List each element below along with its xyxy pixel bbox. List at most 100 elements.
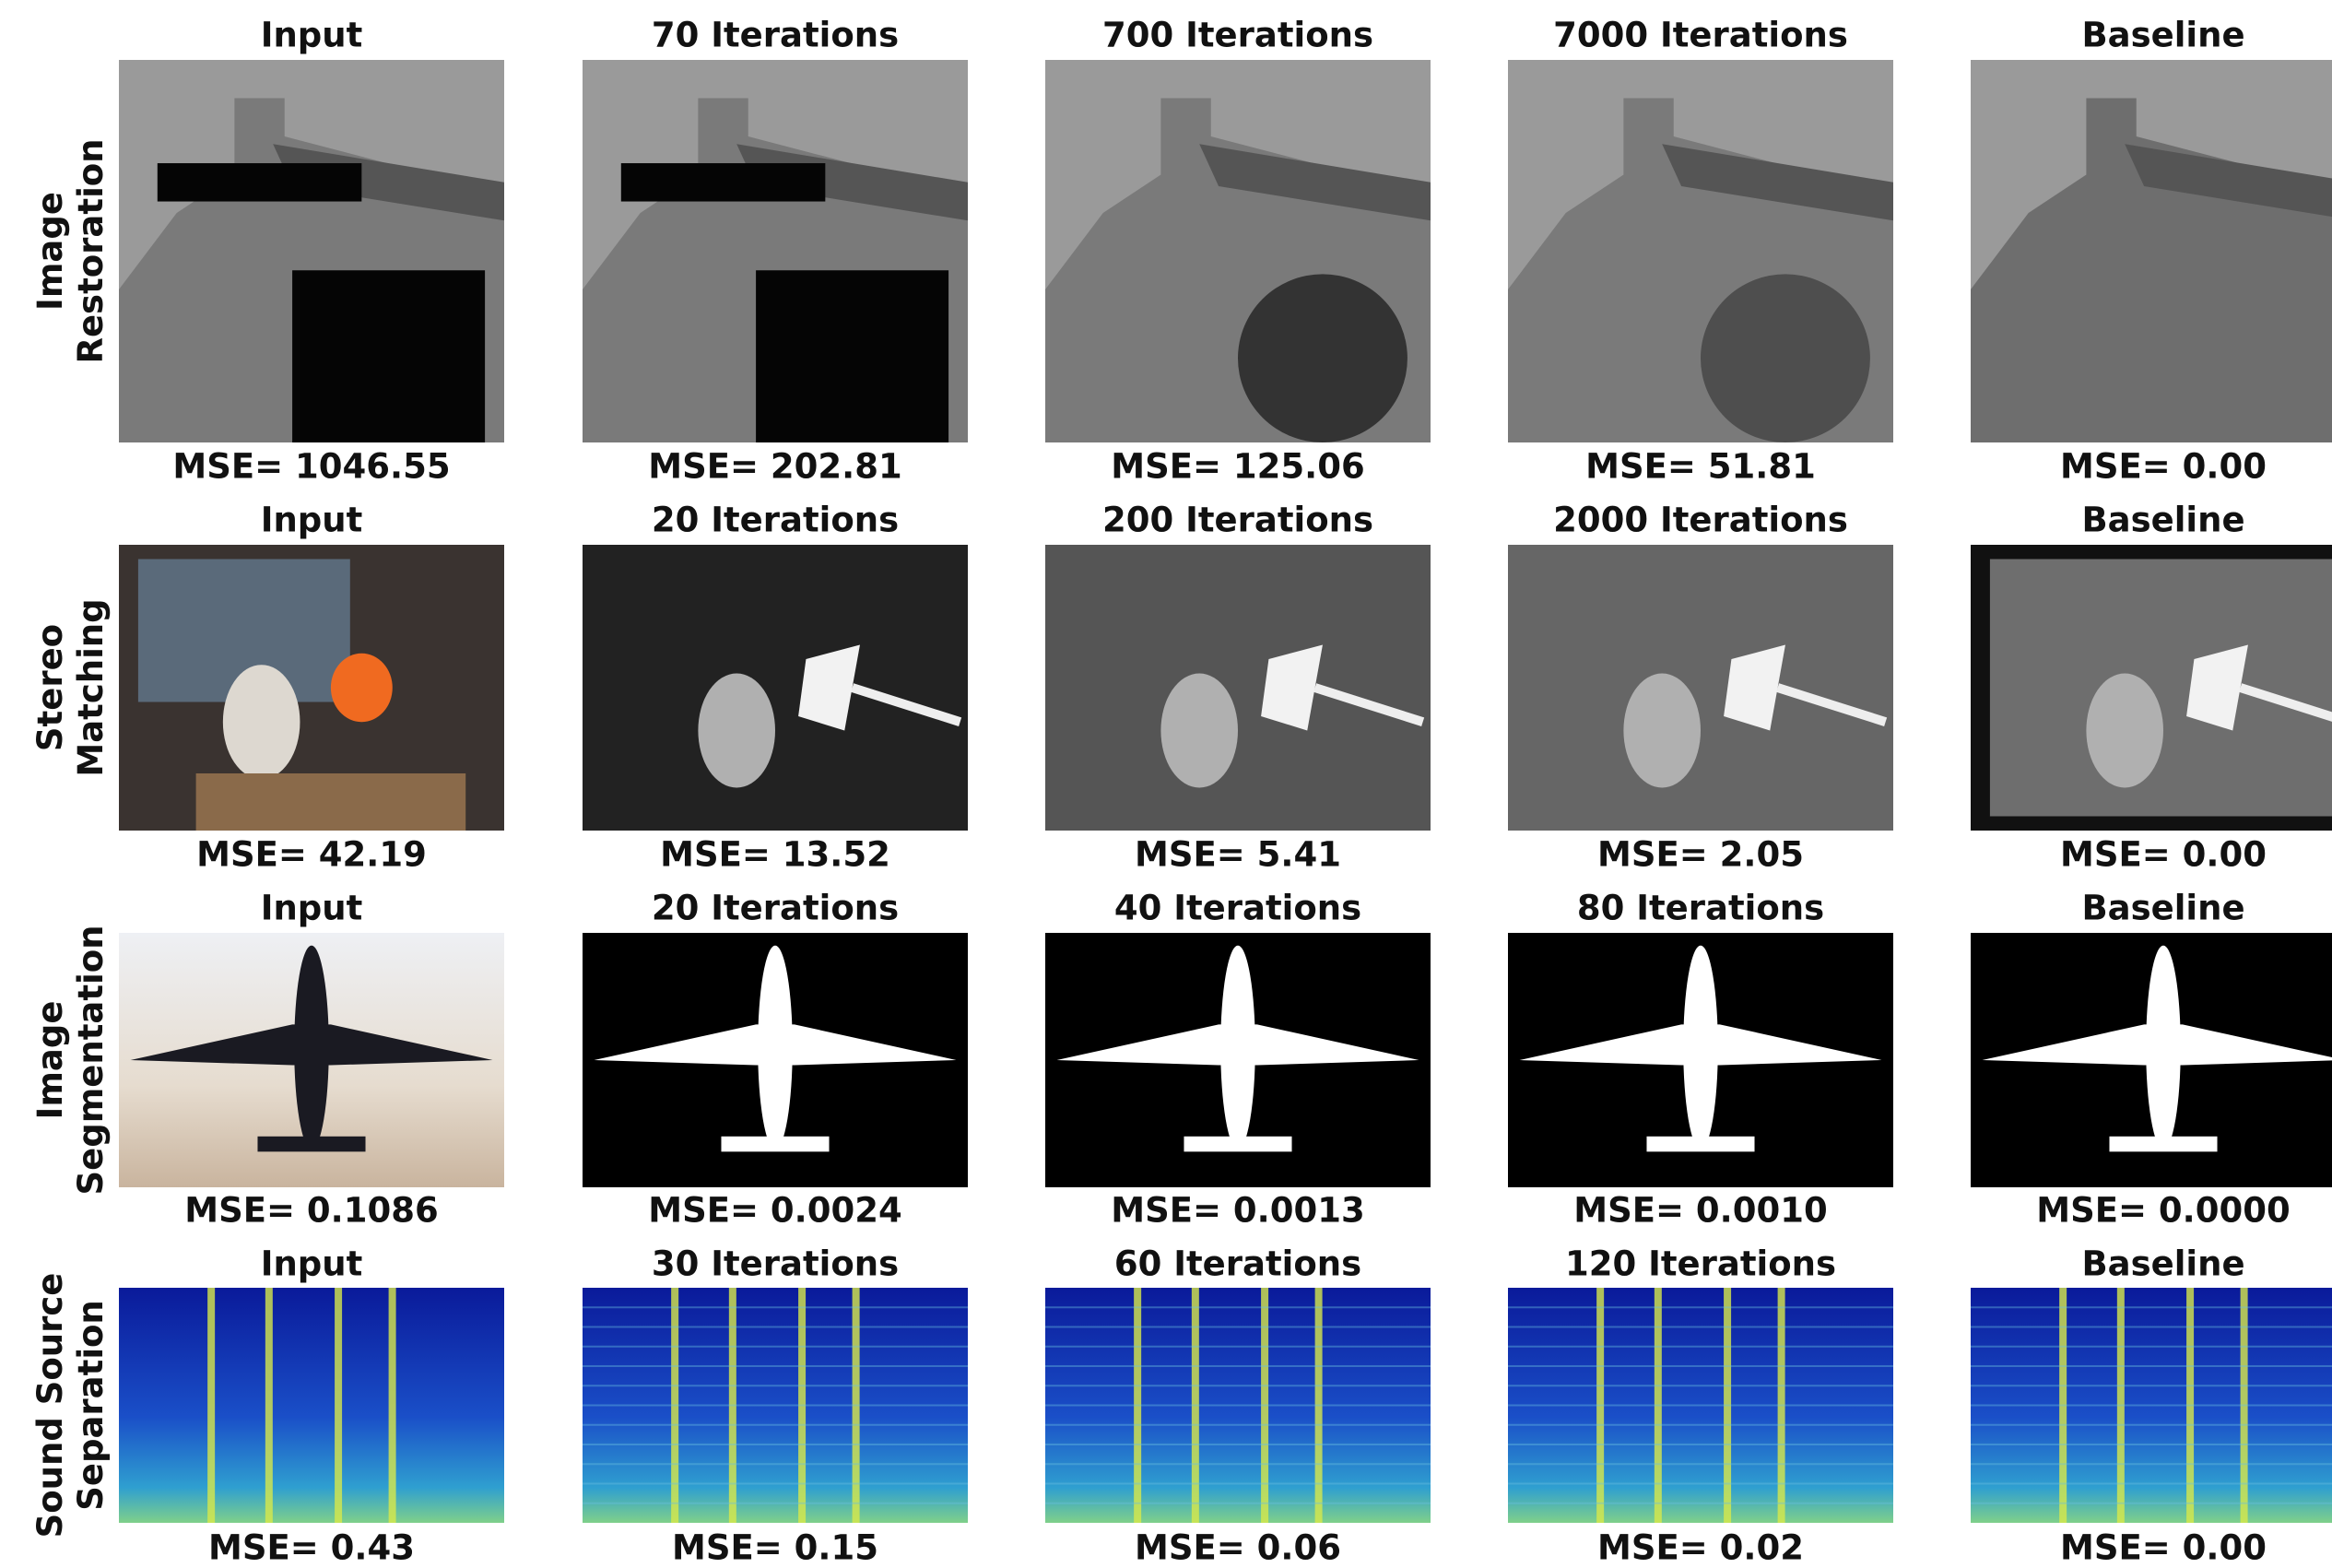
panel-caption: MSE= 125.06 — [1111, 447, 1364, 487]
panel-title: 20 Iterations — [652, 501, 899, 540]
panel-caption: MSE= 0.0000 — [2036, 1191, 2290, 1231]
panel-title: Input — [261, 16, 363, 55]
panel-title: 700 Iterations — [1102, 16, 1373, 55]
blur — [1238, 274, 1407, 442]
row-label-line: Segmentation — [71, 925, 111, 1195]
panel-caption: MSE= 0.15 — [672, 1528, 878, 1568]
panel-image — [119, 545, 504, 831]
table — [196, 773, 466, 831]
harmonic — [265, 1288, 273, 1523]
row-label-line: Sound Source — [30, 1273, 70, 1539]
row-label: Sound SourceSeparation — [30, 1273, 111, 1539]
blur — [1701, 274, 1870, 442]
panel-title: 40 Iterations — [1114, 889, 1361, 928]
head — [698, 674, 775, 788]
panel-title: 200 Iterations — [1102, 501, 1373, 540]
figure: ImageRestorationInputMSE= 1046.5570 Iter… — [0, 0, 2332, 1568]
harmonic — [335, 1288, 342, 1523]
row-label: ImageSegmentation — [30, 925, 111, 1195]
panel-caption: MSE= 0.43 — [208, 1528, 415, 1568]
panel-caption: MSE= 13.52 — [660, 835, 890, 875]
panel-image — [1508, 933, 1893, 1187]
head — [2086, 674, 2163, 788]
panel-title: Input — [261, 889, 363, 928]
panel-title: Input — [261, 501, 363, 540]
plane-tail — [1646, 1137, 1754, 1152]
head — [1623, 674, 1701, 788]
panel-title: Baseline — [2081, 889, 2244, 928]
panel-title: 70 Iterations — [652, 16, 899, 55]
spectrogram — [119, 1288, 504, 1523]
panel-image — [583, 933, 968, 1187]
row-label-line: Matching — [71, 598, 111, 776]
panel-image — [119, 60, 504, 442]
row-label: StereoMatching — [30, 598, 111, 776]
mask — [292, 270, 485, 442]
panel-image — [583, 60, 968, 442]
panel-image — [1971, 1288, 2332, 1523]
panel-image — [1045, 60, 1431, 442]
panel-caption: MSE= 0.02 — [1597, 1528, 1804, 1568]
mask — [158, 163, 362, 202]
plane-tail — [2109, 1137, 2217, 1152]
row-label-line: Image — [30, 1001, 70, 1120]
row-label: ImageRestoration — [30, 138, 111, 363]
panel-caption: MSE= 0.06 — [1135, 1528, 1341, 1568]
mask — [621, 163, 826, 202]
panel-image — [583, 1288, 968, 1523]
depth-inner — [1990, 560, 2332, 817]
panel-caption: MSE= 0.00 — [2060, 835, 2267, 875]
panel-caption: MSE= 1046.55 — [172, 447, 450, 487]
lamp — [331, 654, 393, 722]
panel-caption: MSE= 0.0010 — [1573, 1191, 1827, 1231]
panel-image — [1508, 1288, 1893, 1523]
panel-title: 60 Iterations — [1114, 1244, 1361, 1284]
panel-image — [1508, 545, 1893, 831]
panel-caption: MSE= 0.00 — [2060, 447, 2267, 487]
panel-title: Baseline — [2081, 1244, 2244, 1284]
row-label-line: Separation — [71, 1300, 111, 1511]
panel-image — [1971, 933, 2332, 1187]
panel-title: Baseline — [2081, 501, 2244, 540]
panel-title: 30 Iterations — [652, 1244, 899, 1284]
plane-tail — [721, 1137, 829, 1152]
head — [1160, 674, 1238, 788]
harmonic — [389, 1288, 396, 1523]
panel-caption: MSE= 0.0013 — [1111, 1191, 1364, 1231]
depth — [1508, 545, 1893, 831]
panel-image — [1508, 60, 1893, 442]
panel-image — [119, 933, 504, 1187]
panel-title: 120 Iterations — [1565, 1244, 1836, 1284]
panel-image — [1971, 545, 2332, 831]
panel-image — [583, 545, 968, 831]
row-label-line: Restoration — [71, 138, 111, 363]
harmonic — [207, 1288, 215, 1523]
panel-image — [119, 1288, 504, 1523]
panel-caption: MSE= 0.1086 — [184, 1191, 438, 1231]
panel-caption: MSE= 42.19 — [196, 835, 427, 875]
panel-image — [1045, 1288, 1431, 1523]
mask — [756, 270, 948, 442]
depth — [1045, 545, 1431, 831]
panel-title: 20 Iterations — [652, 889, 899, 928]
plane-tail — [257, 1137, 365, 1152]
head — [223, 665, 300, 779]
row-label-line: Image — [30, 192, 70, 311]
panel-image — [1971, 60, 2332, 442]
panel-image — [1045, 545, 1431, 831]
panel-title: Input — [261, 1244, 363, 1284]
panel-caption: MSE= 5.41 — [1135, 835, 1341, 875]
panel-caption: MSE= 2.05 — [1597, 835, 1804, 875]
panel-title: Baseline — [2081, 16, 2244, 55]
panel-caption: MSE= 0.00 — [2060, 1528, 2267, 1568]
panel-image — [1045, 933, 1431, 1187]
panel-caption: MSE= 202.81 — [648, 447, 901, 487]
panel-title: 7000 Iterations — [1553, 16, 1848, 55]
panel-title: 2000 Iterations — [1553, 501, 1848, 540]
depth — [583, 545, 968, 831]
panel-caption: MSE= 51.81 — [1585, 447, 1816, 487]
panel-caption: MSE= 0.0024 — [648, 1191, 901, 1231]
panel-title: 80 Iterations — [1577, 889, 1824, 928]
row-label-line: Stereo — [30, 624, 70, 751]
plane-tail — [1184, 1137, 1291, 1152]
